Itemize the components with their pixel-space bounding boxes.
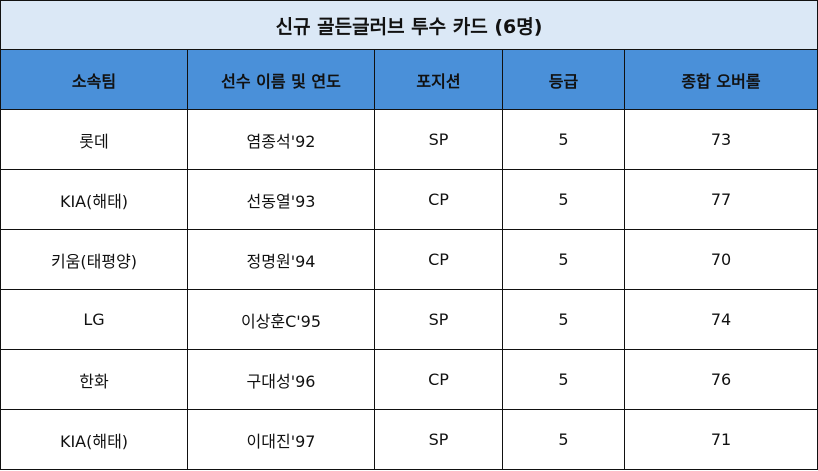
table-row: 한화 구대성'96 CP 5 76 (0, 349, 818, 410)
cell-position: CP (374, 229, 503, 290)
header-overall: 종합 오버롤 (624, 49, 818, 110)
cell-player: 이대진'97 (187, 409, 375, 470)
cell-team: 한화 (0, 349, 188, 410)
cell-player: 염종석'92 (187, 109, 375, 170)
header-row: 소속팀 선수 이름 및 연도 포지션 등급 종합 오버롤 (0, 49, 818, 110)
table-row: KIA(해태) 이대진'97 SP 5 71 (0, 409, 818, 470)
table-row: 키움(태평양) 정명원'94 CP 5 70 (0, 229, 818, 290)
cell-overall: 73 (624, 109, 818, 170)
cell-grade: 5 (502, 289, 625, 350)
cell-grade: 5 (502, 229, 625, 290)
cell-player: 정명원'94 (187, 229, 375, 290)
cell-position: CP (374, 349, 503, 410)
cell-position: SP (374, 409, 503, 470)
table-title: 신규 골든글러브 투수 카드 (6명) (0, 0, 818, 50)
cell-overall: 76 (624, 349, 818, 410)
cell-position: CP (374, 169, 503, 230)
cell-grade: 5 (502, 409, 625, 470)
header-team: 소속팀 (0, 49, 188, 110)
header-player: 선수 이름 및 연도 (187, 49, 375, 110)
cell-team: 키움(태평양) (0, 229, 188, 290)
cell-player: 선동열'93 (187, 169, 375, 230)
title-row: 신규 골든글러브 투수 카드 (6명) (0, 0, 818, 50)
cell-grade: 5 (502, 109, 625, 170)
cell-position: SP (374, 109, 503, 170)
cell-player: 이상훈C'95 (187, 289, 375, 350)
cell-overall: 74 (624, 289, 818, 350)
cell-overall: 70 (624, 229, 818, 290)
cell-player: 구대성'96 (187, 349, 375, 410)
header-position: 포지션 (374, 49, 503, 110)
cell-grade: 5 (502, 349, 625, 410)
cell-team: KIA(해태) (0, 409, 188, 470)
cell-team: 롯데 (0, 109, 188, 170)
table-row: 롯데 염종석'92 SP 5 73 (0, 109, 818, 170)
cell-grade: 5 (502, 169, 625, 230)
cell-team: KIA(해태) (0, 169, 188, 230)
cell-overall: 77 (624, 169, 818, 230)
cell-position: SP (374, 289, 503, 350)
header-grade: 등급 (502, 49, 625, 110)
cell-team: LG (0, 289, 188, 350)
table-row: LG 이상훈C'95 SP 5 74 (0, 289, 818, 350)
table-row: KIA(해태) 선동열'93 CP 5 77 (0, 169, 818, 230)
cell-overall: 71 (624, 409, 818, 470)
